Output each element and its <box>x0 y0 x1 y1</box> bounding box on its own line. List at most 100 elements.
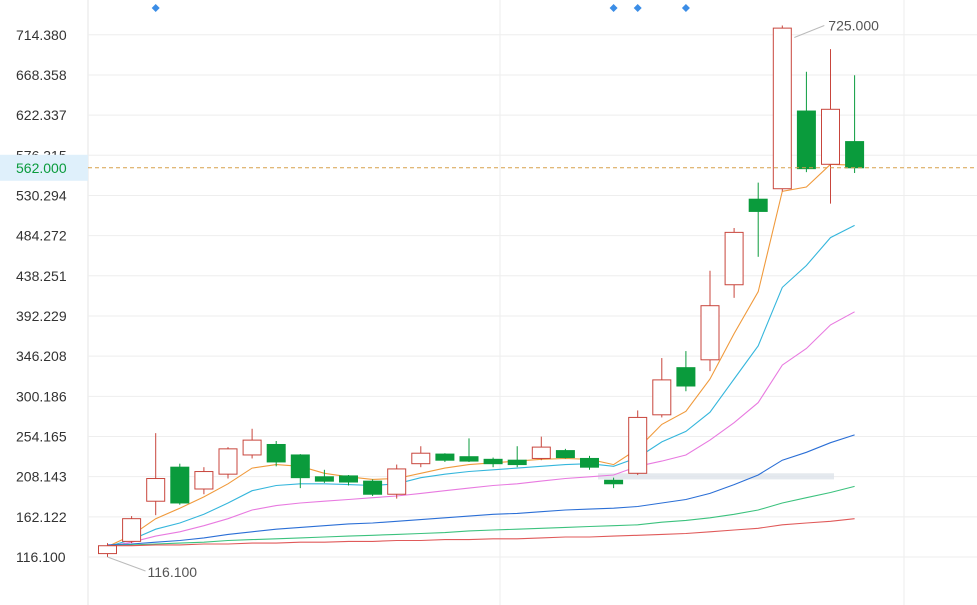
candle <box>122 516 142 544</box>
current-price-label-bg <box>0 154 88 181</box>
candle <box>387 464 407 499</box>
ma-line-ma120 <box>107 485 855 547</box>
candle <box>459 438 479 462</box>
candle-body <box>700 305 720 361</box>
y-tick-label: 392.229 <box>16 308 67 324</box>
support-band <box>598 473 834 480</box>
candle-body <box>387 468 407 495</box>
candle <box>821 49 840 204</box>
candle <box>194 467 214 495</box>
candle-body <box>411 452 431 465</box>
y-tick-label: 438.251 <box>16 268 67 284</box>
candle <box>772 25 792 192</box>
ma-line-ma20 <box>107 311 855 548</box>
candle-body <box>242 439 262 456</box>
y-tick-label: 254.165 <box>16 428 67 444</box>
min-price-label: 116.100 <box>148 564 198 580</box>
candle <box>748 182 768 257</box>
candle-body <box>314 476 334 482</box>
candle-body <box>652 379 672 416</box>
candle <box>796 71 816 173</box>
candle-body <box>628 416 648 474</box>
candle <box>845 75 865 174</box>
candle <box>483 457 503 468</box>
candle-body <box>724 231 744 286</box>
moving-average-lines <box>107 163 855 548</box>
candle <box>724 228 744 298</box>
y-tick-label: 484.272 <box>16 228 67 244</box>
y-tick-label: 208.143 <box>16 469 67 485</box>
candle-body <box>146 478 166 502</box>
candle-body <box>845 141 865 169</box>
candle-body <box>122 518 142 542</box>
candle <box>170 463 190 505</box>
candle-body <box>676 367 696 387</box>
min-price-leader <box>107 556 146 572</box>
candle-body <box>266 443 286 463</box>
y-tick-label: 714.380 <box>16 27 67 43</box>
candle <box>435 453 455 462</box>
candle-body <box>555 450 575 459</box>
candle-body <box>194 471 214 490</box>
candle <box>314 469 334 483</box>
candle-body <box>580 457 599 468</box>
current-price-label: 562.000 <box>16 160 67 176</box>
y-tick-label: 346.208 <box>16 348 67 364</box>
candle-body <box>218 448 238 475</box>
candle <box>363 479 383 496</box>
candle-body <box>507 459 527 466</box>
candle <box>700 270 720 372</box>
candle <box>242 428 262 459</box>
candle-body <box>748 198 768 212</box>
event-marker[interactable] <box>609 4 618 12</box>
y-tick-label: 300.186 <box>16 388 67 404</box>
y-axis: 116.100 162.122 208.143 254.165 300.186 346.2… <box>16 27 67 565</box>
candle-body <box>170 466 190 504</box>
candle <box>628 410 648 476</box>
candle-body <box>290 454 310 479</box>
candle-body <box>796 110 816 170</box>
candle-body <box>531 446 551 459</box>
ma-line-ma5 <box>107 163 855 548</box>
event-marker[interactable] <box>681 4 690 12</box>
grid <box>87 0 977 605</box>
event-markers <box>151 4 690 12</box>
candle-body <box>339 475 358 483</box>
y-tick-label: 622.337 <box>16 107 67 123</box>
candle <box>339 475 358 486</box>
candle-body <box>363 480 383 495</box>
candle <box>266 440 286 467</box>
candle-body <box>459 456 479 462</box>
candle-body <box>821 108 840 165</box>
candle <box>676 351 696 392</box>
max-price-label: 725.000 <box>828 18 879 34</box>
candle <box>146 433 166 516</box>
candle-body <box>435 453 455 461</box>
event-marker[interactable] <box>151 4 160 12</box>
candle <box>531 436 551 461</box>
candle <box>218 447 238 479</box>
candle <box>555 448 575 459</box>
max-price-leader <box>794 25 825 38</box>
event-marker[interactable] <box>633 4 642 12</box>
candle-body <box>772 27 792 190</box>
y-tick-label: 162.122 <box>16 509 67 525</box>
candle <box>411 446 431 468</box>
ma-line-ma250 <box>107 518 855 547</box>
y-tick-label: 530.294 <box>16 187 67 203</box>
candle-body <box>98 545 117 555</box>
ma-line-ma10 <box>107 224 855 548</box>
candle-body <box>604 479 624 485</box>
candle <box>290 454 310 489</box>
price-overlay: 562.000 725.000 116.100 <box>0 18 977 580</box>
candle <box>652 358 672 418</box>
candle-body <box>483 458 503 465</box>
y-tick-label: 668.358 <box>16 67 67 83</box>
candle <box>98 543 117 557</box>
ma-line-ma60 <box>107 434 855 546</box>
candle <box>507 446 527 468</box>
candle <box>580 455 599 470</box>
candles <box>98 25 865 557</box>
candle <box>604 477 624 489</box>
